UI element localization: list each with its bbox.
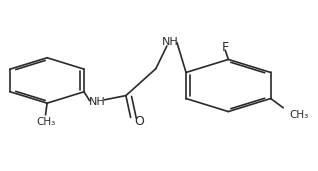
Text: NH: NH <box>89 97 106 107</box>
Text: NH: NH <box>162 37 178 47</box>
Text: F: F <box>222 42 229 55</box>
Text: CH₃: CH₃ <box>290 110 309 120</box>
Text: CH₃: CH₃ <box>36 117 55 127</box>
Text: O: O <box>135 115 144 128</box>
